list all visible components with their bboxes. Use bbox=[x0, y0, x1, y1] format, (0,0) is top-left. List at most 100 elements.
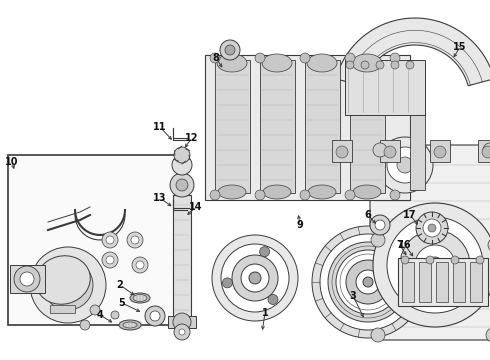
Circle shape bbox=[30, 247, 106, 323]
Circle shape bbox=[373, 143, 387, 157]
Ellipse shape bbox=[352, 54, 382, 72]
Circle shape bbox=[222, 278, 232, 288]
Circle shape bbox=[232, 255, 278, 301]
Circle shape bbox=[106, 256, 114, 264]
Bar bbox=[8, 155, 178, 325]
Circle shape bbox=[336, 250, 400, 314]
Circle shape bbox=[14, 266, 40, 292]
Bar bbox=[402, 262, 414, 302]
Circle shape bbox=[476, 256, 484, 264]
Circle shape bbox=[127, 232, 143, 248]
Ellipse shape bbox=[218, 185, 246, 199]
Circle shape bbox=[328, 242, 408, 322]
Bar bbox=[419, 262, 431, 302]
Bar bbox=[50, 305, 75, 313]
Circle shape bbox=[136, 261, 144, 269]
Circle shape bbox=[174, 324, 190, 340]
Bar bbox=[350, 60, 385, 193]
Bar bbox=[398, 258, 488, 306]
Circle shape bbox=[212, 235, 298, 321]
Text: 7: 7 bbox=[396, 240, 403, 250]
Ellipse shape bbox=[262, 54, 292, 72]
Bar bbox=[470, 262, 482, 302]
Bar bbox=[332, 140, 352, 162]
Bar bbox=[430, 140, 450, 162]
Circle shape bbox=[20, 272, 34, 286]
Circle shape bbox=[427, 257, 443, 273]
Circle shape bbox=[387, 217, 483, 313]
Text: 9: 9 bbox=[296, 220, 303, 230]
Circle shape bbox=[179, 329, 185, 335]
Circle shape bbox=[376, 61, 384, 69]
Ellipse shape bbox=[217, 54, 247, 72]
Text: 12: 12 bbox=[185, 133, 199, 143]
Text: 4: 4 bbox=[97, 310, 103, 320]
Text: 2: 2 bbox=[117, 280, 123, 290]
Bar bbox=[410, 65, 425, 190]
Circle shape bbox=[390, 53, 400, 63]
Circle shape bbox=[174, 147, 190, 163]
Text: 8: 8 bbox=[213, 53, 220, 63]
Bar bbox=[345, 60, 425, 115]
Text: 11: 11 bbox=[153, 122, 167, 132]
Circle shape bbox=[255, 53, 265, 63]
Circle shape bbox=[434, 146, 446, 158]
Text: 6: 6 bbox=[365, 210, 371, 220]
Circle shape bbox=[131, 236, 139, 244]
Circle shape bbox=[55, 272, 81, 298]
Ellipse shape bbox=[353, 185, 381, 199]
Circle shape bbox=[377, 137, 433, 193]
Bar bbox=[205, 55, 410, 200]
Circle shape bbox=[170, 173, 194, 197]
Circle shape bbox=[345, 53, 355, 63]
Circle shape bbox=[210, 190, 220, 200]
Circle shape bbox=[241, 264, 269, 292]
Bar bbox=[478, 140, 490, 162]
Circle shape bbox=[401, 256, 409, 264]
Circle shape bbox=[345, 190, 355, 200]
Circle shape bbox=[255, 190, 265, 200]
Circle shape bbox=[391, 61, 399, 69]
Bar bbox=[10, 265, 45, 293]
Polygon shape bbox=[370, 145, 490, 340]
Bar bbox=[380, 140, 400, 162]
Circle shape bbox=[132, 257, 148, 273]
Circle shape bbox=[361, 61, 369, 69]
Circle shape bbox=[300, 53, 310, 63]
Circle shape bbox=[363, 277, 373, 287]
Text: 13: 13 bbox=[153, 193, 167, 203]
Text: 17: 17 bbox=[403, 210, 417, 220]
Text: 14: 14 bbox=[189, 202, 203, 212]
Text: 15: 15 bbox=[453, 42, 467, 52]
Bar bbox=[305, 60, 340, 193]
Circle shape bbox=[387, 147, 423, 183]
Circle shape bbox=[320, 234, 416, 330]
Circle shape bbox=[172, 155, 192, 175]
Circle shape bbox=[384, 146, 396, 158]
Text: 16: 16 bbox=[398, 240, 412, 250]
Circle shape bbox=[80, 320, 90, 330]
Circle shape bbox=[300, 190, 310, 200]
Ellipse shape bbox=[130, 293, 150, 303]
Circle shape bbox=[150, 311, 160, 321]
Circle shape bbox=[102, 232, 118, 248]
Circle shape bbox=[390, 190, 400, 200]
Circle shape bbox=[373, 203, 490, 327]
Circle shape bbox=[336, 146, 348, 158]
Circle shape bbox=[397, 157, 413, 173]
Ellipse shape bbox=[119, 320, 141, 330]
Circle shape bbox=[482, 146, 490, 158]
Circle shape bbox=[488, 238, 490, 252]
Circle shape bbox=[312, 226, 424, 338]
Polygon shape bbox=[336, 18, 490, 86]
Circle shape bbox=[176, 179, 188, 191]
Circle shape bbox=[260, 247, 270, 257]
Circle shape bbox=[400, 230, 470, 300]
Bar bbox=[436, 262, 448, 302]
Circle shape bbox=[423, 219, 441, 237]
Text: 3: 3 bbox=[350, 291, 356, 301]
Circle shape bbox=[220, 40, 240, 60]
Bar bbox=[215, 60, 250, 193]
Circle shape bbox=[102, 252, 118, 268]
Circle shape bbox=[90, 305, 100, 315]
